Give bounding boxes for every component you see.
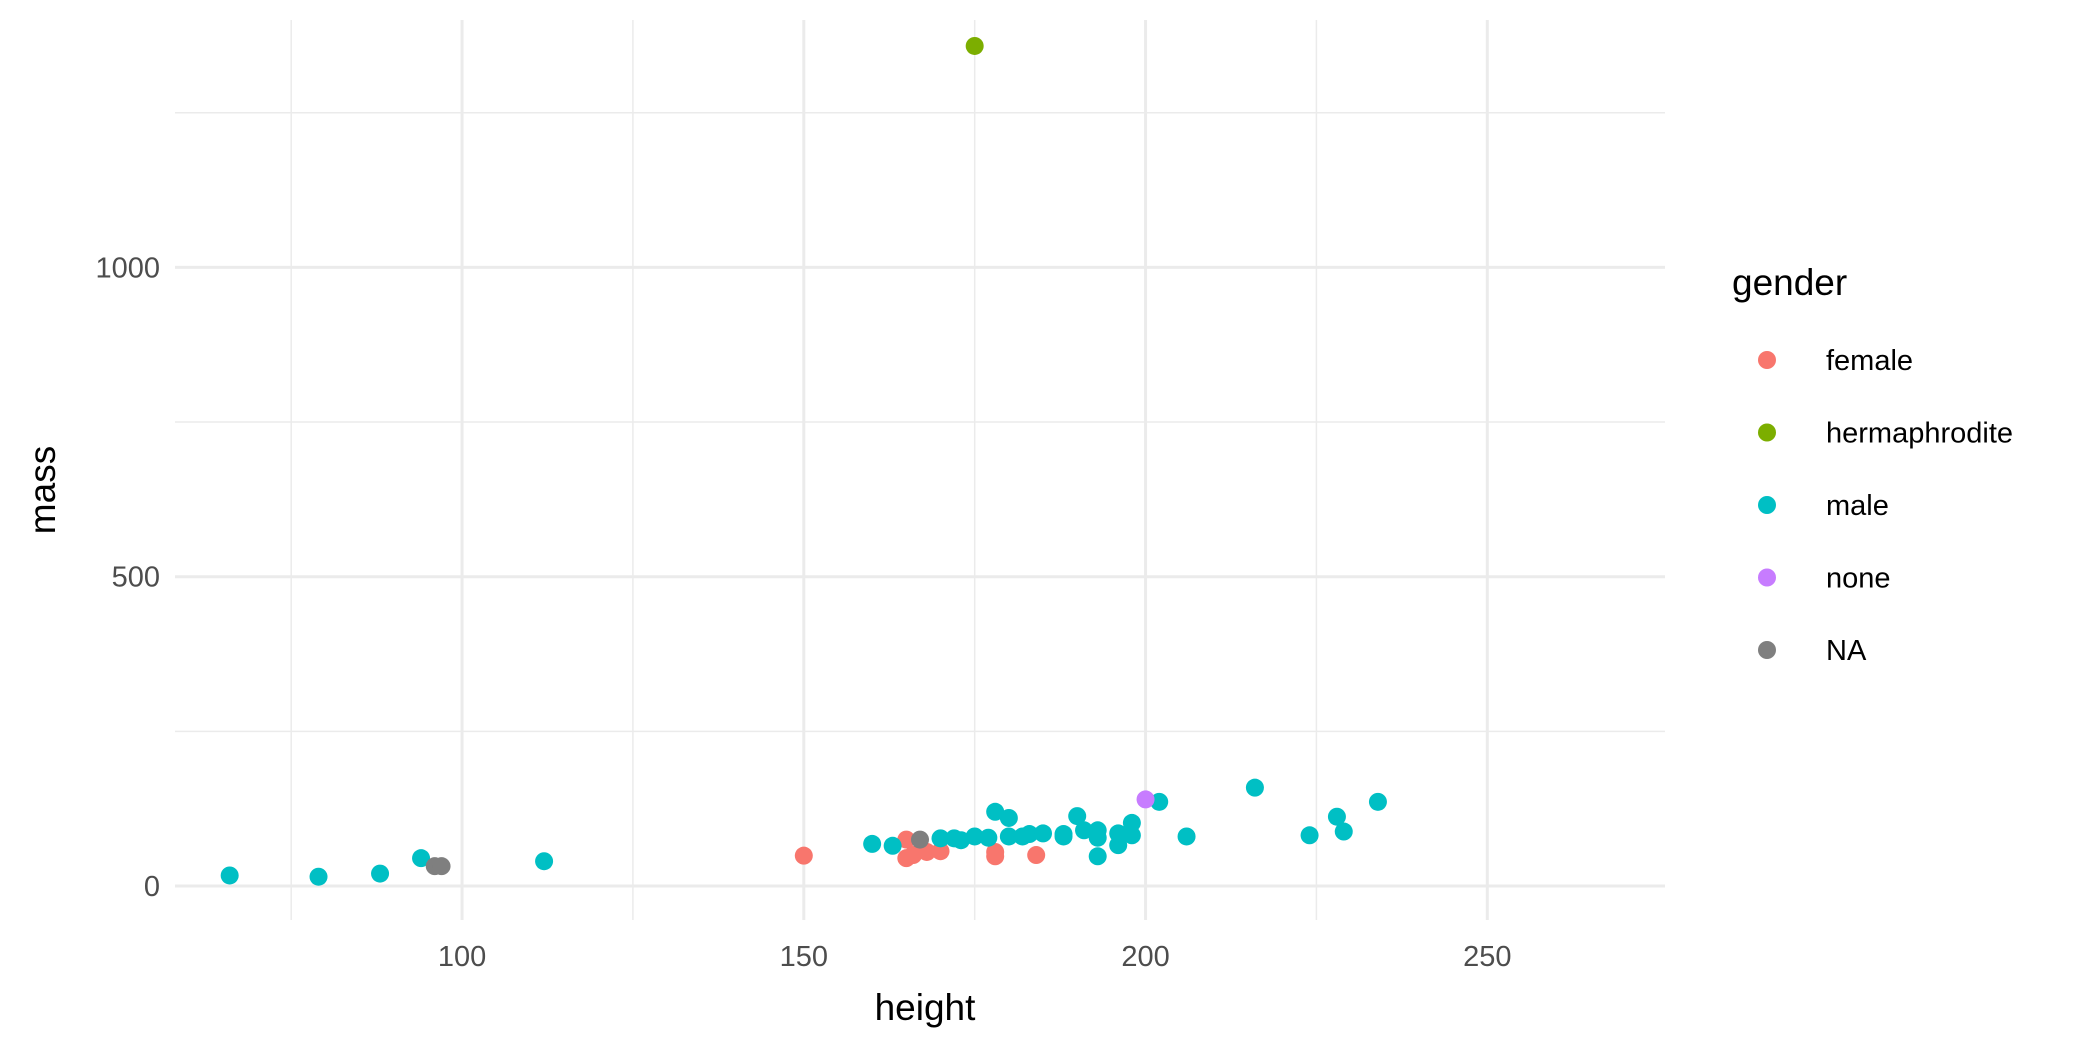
legend-label-none: none bbox=[1826, 563, 1891, 595]
data-point-male bbox=[1300, 826, 1319, 845]
data-point-male bbox=[931, 829, 950, 848]
y-tick-label: 1000 bbox=[95, 252, 160, 284]
data-point-male bbox=[1327, 807, 1346, 826]
data-point-female bbox=[904, 846, 923, 865]
legend-key-na bbox=[1758, 641, 1776, 659]
legend-key-female bbox=[1758, 351, 1776, 369]
data-point-na bbox=[432, 857, 451, 876]
data-point-male bbox=[1054, 827, 1073, 846]
x-tick-label: 200 bbox=[1121, 941, 1169, 973]
data-point-male bbox=[1109, 824, 1128, 843]
y-tick-label: 0 bbox=[144, 871, 160, 903]
y-tick-label: 500 bbox=[112, 562, 160, 594]
legend-label-na: NA bbox=[1826, 635, 1867, 667]
x-tick-label: 150 bbox=[780, 941, 828, 973]
grid bbox=[175, 20, 1665, 920]
x-tick-label: 250 bbox=[1463, 941, 1511, 973]
x-tick-label: 100 bbox=[438, 941, 486, 973]
data-point-male bbox=[979, 828, 998, 847]
data-point-male bbox=[220, 866, 239, 885]
x-tick-labels: 100 150 200 250 bbox=[438, 941, 1512, 973]
data-point-male bbox=[412, 849, 431, 868]
data-point-male bbox=[371, 864, 390, 883]
data-point-female bbox=[931, 842, 950, 861]
data-point-female bbox=[986, 847, 1005, 866]
data-point-male bbox=[1122, 826, 1141, 845]
legend-key-hermaphrodite bbox=[1758, 423, 1776, 442]
legend: gender female hermaphrodite male none NA bbox=[1732, 262, 2013, 667]
legend-label-male: male bbox=[1826, 490, 1889, 522]
data-point-female bbox=[897, 830, 916, 849]
data-point-male bbox=[1068, 807, 1087, 826]
data-point-male bbox=[1150, 792, 1169, 811]
data-point-male bbox=[986, 802, 1005, 821]
data-point-female bbox=[1027, 846, 1046, 865]
data-point-male bbox=[1088, 847, 1107, 866]
legend-title: gender bbox=[1732, 262, 1847, 303]
y-tick-labels: 0 500 1000 bbox=[95, 252, 160, 903]
data-point-male bbox=[1177, 827, 1196, 846]
data-point-male bbox=[1075, 821, 1094, 840]
y-axis-title: mass bbox=[22, 446, 63, 534]
x-axis-title: height bbox=[875, 987, 977, 1028]
data-point-male bbox=[999, 808, 1018, 827]
data-point-male bbox=[535, 852, 554, 871]
data-point-male bbox=[1122, 813, 1141, 832]
legend-key-male bbox=[1758, 496, 1776, 514]
legend-items: female hermaphrodite male none NA bbox=[1758, 345, 2013, 667]
data-point-none bbox=[1136, 790, 1155, 809]
data-point-male bbox=[1020, 825, 1039, 844]
data-point-male bbox=[863, 834, 882, 853]
data-point-male bbox=[965, 827, 984, 846]
data-points bbox=[220, 36, 1387, 886]
data-point-female bbox=[794, 846, 813, 865]
data-point-male bbox=[1245, 778, 1264, 797]
data-point-hermaphrodite bbox=[965, 36, 984, 55]
legend-label-female: female bbox=[1826, 345, 1913, 377]
data-point-male bbox=[883, 836, 902, 855]
data-point-na bbox=[911, 830, 929, 849]
data-point-male bbox=[1334, 822, 1353, 841]
data-point-male bbox=[952, 831, 971, 850]
data-point-male bbox=[309, 867, 328, 886]
data-point-male bbox=[999, 827, 1018, 846]
data-point-male bbox=[1034, 824, 1053, 843]
data-point-male bbox=[1088, 828, 1107, 847]
legend-label-hermaphrodite: hermaphrodite bbox=[1826, 418, 2013, 450]
legend-key-none bbox=[1758, 568, 1776, 587]
data-point-male bbox=[1368, 792, 1387, 811]
